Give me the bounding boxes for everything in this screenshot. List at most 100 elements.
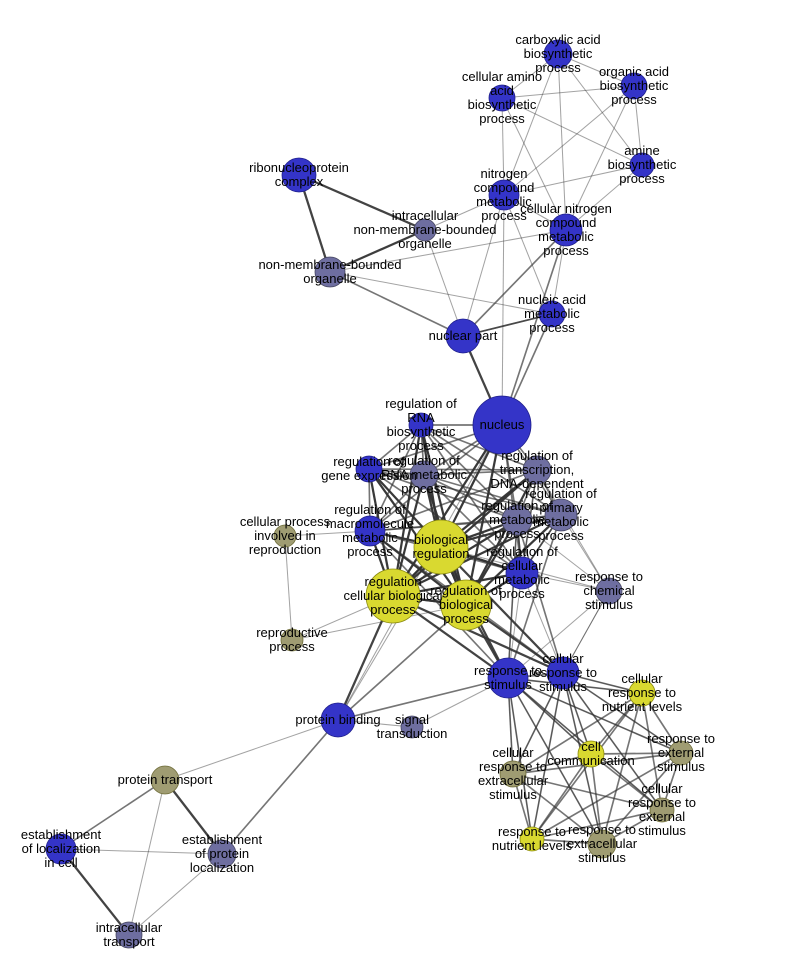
svg-text:regulation of: regulation of bbox=[385, 396, 457, 411]
svg-text:response to: response to bbox=[498, 824, 566, 839]
svg-text:cellular: cellular bbox=[492, 745, 534, 760]
svg-text:stimulus: stimulus bbox=[657, 759, 705, 774]
svg-text:regulation of: regulation of bbox=[388, 453, 460, 468]
svg-text:transport: transport bbox=[103, 934, 155, 949]
svg-text:response to: response to bbox=[474, 663, 542, 678]
svg-text:nitrogen: nitrogen bbox=[481, 166, 528, 181]
svg-text:nutrient levels: nutrient levels bbox=[492, 838, 573, 853]
svg-text:cellular: cellular bbox=[542, 651, 584, 666]
svg-text:stimulus: stimulus bbox=[539, 679, 587, 694]
svg-text:cellular biological: cellular biological bbox=[344, 588, 443, 603]
svg-text:response to: response to bbox=[568, 822, 636, 837]
svg-text:biological: biological bbox=[414, 532, 468, 547]
svg-text:chemical: chemical bbox=[583, 583, 634, 598]
svg-text:signal: signal bbox=[395, 712, 429, 727]
svg-text:process: process bbox=[398, 438, 444, 453]
svg-text:nucleic acid: nucleic acid bbox=[518, 292, 586, 307]
svg-text:response to: response to bbox=[575, 569, 643, 584]
svg-text:extracellular: extracellular bbox=[567, 836, 638, 851]
svg-text:regulation: regulation bbox=[364, 574, 421, 589]
svg-text:extracellular: extracellular bbox=[478, 773, 549, 788]
svg-text:biosynthetic: biosynthetic bbox=[608, 157, 677, 172]
svg-text:process: process bbox=[619, 171, 665, 186]
svg-text:response to: response to bbox=[608, 685, 676, 700]
svg-text:cellular nitrogen: cellular nitrogen bbox=[520, 201, 612, 216]
svg-text:stimulus: stimulus bbox=[484, 677, 532, 692]
svg-text:reproduction: reproduction bbox=[249, 542, 321, 557]
svg-text:non-membrane-bounded: non-membrane-bounded bbox=[353, 222, 496, 237]
svg-text:of localization: of localization bbox=[22, 841, 101, 856]
svg-text:localization: localization bbox=[190, 860, 254, 875]
svg-text:nutrient levels: nutrient levels bbox=[602, 699, 683, 714]
svg-text:compound: compound bbox=[536, 215, 597, 230]
svg-text:non-membrane-bounded: non-membrane-bounded bbox=[258, 257, 401, 272]
svg-text:stimulus: stimulus bbox=[585, 597, 633, 612]
svg-text:organelle: organelle bbox=[398, 236, 452, 251]
svg-text:intracellular: intracellular bbox=[392, 208, 459, 223]
svg-text:protein transport: protein transport bbox=[118, 772, 213, 787]
svg-text:metabolic: metabolic bbox=[494, 572, 550, 587]
svg-text:biosynthetic: biosynthetic bbox=[524, 46, 593, 61]
svg-text:stimulus: stimulus bbox=[578, 850, 626, 865]
svg-text:nucleus: nucleus bbox=[480, 417, 525, 432]
svg-text:organic acid: organic acid bbox=[599, 64, 669, 79]
svg-text:acid: acid bbox=[490, 83, 514, 98]
svg-text:of protein: of protein bbox=[195, 846, 249, 861]
svg-text:response to: response to bbox=[628, 795, 696, 810]
svg-text:process: process bbox=[479, 111, 525, 126]
svg-text:carboxylic acid: carboxylic acid bbox=[515, 32, 600, 47]
svg-text:external: external bbox=[658, 745, 704, 760]
svg-text:cellular: cellular bbox=[641, 781, 683, 796]
svg-text:response to: response to bbox=[479, 759, 547, 774]
svg-text:RNA metabolic: RNA metabolic bbox=[381, 467, 467, 482]
svg-text:macromolecule: macromolecule bbox=[326, 516, 414, 531]
svg-text:communication: communication bbox=[547, 753, 634, 768]
svg-text:nuclear part: nuclear part bbox=[429, 328, 498, 343]
svg-text:process: process bbox=[535, 60, 581, 75]
svg-text:cellular amino: cellular amino bbox=[462, 69, 542, 84]
svg-text:process: process bbox=[370, 602, 416, 617]
svg-text:process: process bbox=[538, 528, 584, 543]
svg-text:process: process bbox=[347, 544, 393, 559]
svg-text:process: process bbox=[499, 586, 545, 601]
svg-text:biosynthetic: biosynthetic bbox=[468, 97, 537, 112]
svg-text:intracellular: intracellular bbox=[96, 920, 163, 935]
svg-text:process: process bbox=[543, 243, 589, 258]
svg-text:process: process bbox=[269, 639, 315, 654]
svg-text:process: process bbox=[443, 611, 489, 626]
svg-text:establishment: establishment bbox=[21, 827, 102, 842]
svg-text:stimulus: stimulus bbox=[489, 787, 537, 802]
svg-text:external: external bbox=[639, 809, 685, 824]
svg-text:cellular process: cellular process bbox=[240, 514, 331, 529]
svg-text:in cell: in cell bbox=[44, 855, 77, 870]
svg-text:metabolic: metabolic bbox=[524, 306, 580, 321]
svg-text:regulation: regulation bbox=[412, 546, 469, 561]
svg-text:metabolic: metabolic bbox=[489, 512, 545, 527]
svg-text:complex: complex bbox=[275, 174, 324, 189]
svg-text:establishment: establishment bbox=[182, 832, 263, 847]
svg-text:process: process bbox=[401, 481, 447, 496]
svg-text:biosynthetic: biosynthetic bbox=[387, 424, 456, 439]
svg-text:ribonucleoprotein: ribonucleoprotein bbox=[249, 160, 349, 175]
svg-text:regulation of: regulation of bbox=[481, 498, 553, 513]
svg-text:process: process bbox=[611, 92, 657, 107]
svg-text:metabolic: metabolic bbox=[342, 530, 398, 545]
svg-text:cellular: cellular bbox=[621, 671, 663, 686]
svg-text:cell: cell bbox=[581, 739, 601, 754]
svg-text:reproductive: reproductive bbox=[256, 625, 328, 640]
svg-text:compound: compound bbox=[474, 180, 535, 195]
svg-text:RNA: RNA bbox=[407, 410, 435, 425]
svg-text:cellular: cellular bbox=[501, 558, 543, 573]
svg-text:process: process bbox=[494, 526, 540, 541]
svg-text:involved in: involved in bbox=[254, 528, 315, 543]
svg-text:organelle: organelle bbox=[303, 271, 357, 286]
svg-text:biological: biological bbox=[439, 597, 493, 612]
svg-text:process: process bbox=[529, 320, 575, 335]
svg-text:regulation of: regulation of bbox=[334, 502, 406, 517]
svg-text:transduction: transduction bbox=[377, 726, 448, 741]
svg-text:biosynthetic: biosynthetic bbox=[600, 78, 669, 93]
svg-text:regulation of: regulation of bbox=[430, 583, 502, 598]
svg-text:regulation of: regulation of bbox=[486, 544, 558, 559]
svg-text:response to: response to bbox=[647, 731, 715, 746]
svg-text:amine: amine bbox=[624, 143, 659, 158]
